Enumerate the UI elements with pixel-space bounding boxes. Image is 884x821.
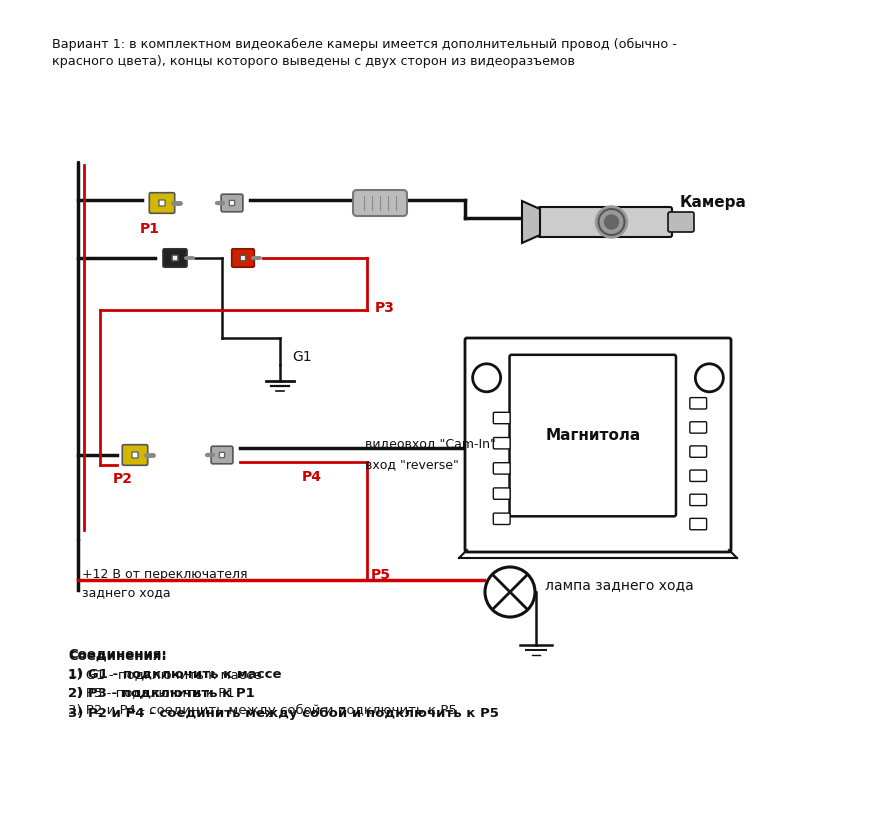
Text: 2) Р3 - подключить к Р1: 2) Р3 - подключить к Р1	[68, 686, 235, 699]
FancyBboxPatch shape	[690, 494, 706, 506]
FancyBboxPatch shape	[690, 422, 706, 433]
Text: 1) G1 - подключить к массе: 1) G1 - подключить к массе	[68, 668, 262, 681]
FancyBboxPatch shape	[493, 463, 510, 474]
Polygon shape	[522, 201, 540, 243]
FancyBboxPatch shape	[172, 255, 178, 261]
Circle shape	[596, 206, 628, 238]
Text: Вариант 1: в комплектном видеокабеле камеры имеется дополнительный провод (обычн: Вариант 1: в комплектном видеокабеле кам…	[52, 38, 677, 68]
Text: Магнитола: Магнитола	[545, 428, 640, 443]
Text: P1: P1	[140, 222, 160, 236]
FancyBboxPatch shape	[159, 200, 165, 206]
Text: +12 В от переключателя
заднего хода: +12 В от переключателя заднего хода	[82, 568, 248, 599]
FancyBboxPatch shape	[493, 513, 510, 525]
Text: видеовход "Cam-In": видеовход "Cam-In"	[365, 437, 496, 450]
Text: Соединения:
1) G1 - подключить к массе
2) Р3 - подключить к Р1
3) Р2 и Р4 - соед: Соединения: 1) G1 - подключить к массе 2…	[68, 648, 499, 719]
FancyBboxPatch shape	[219, 452, 225, 457]
Text: Соединения:: Соединения:	[68, 650, 167, 663]
FancyBboxPatch shape	[493, 438, 510, 449]
FancyBboxPatch shape	[690, 397, 706, 409]
FancyBboxPatch shape	[668, 212, 694, 232]
FancyBboxPatch shape	[353, 190, 407, 216]
FancyBboxPatch shape	[163, 249, 187, 267]
FancyBboxPatch shape	[232, 249, 255, 267]
FancyBboxPatch shape	[515, 360, 670, 511]
Text: P2: P2	[113, 472, 133, 486]
Text: 3) Р2 и Р4 - соединить между собой и подключить к Р5: 3) Р2 и Р4 - соединить между собой и под…	[68, 704, 457, 717]
Text: P5: P5	[371, 568, 391, 582]
FancyBboxPatch shape	[538, 207, 672, 237]
FancyBboxPatch shape	[493, 412, 510, 424]
FancyBboxPatch shape	[221, 195, 243, 212]
Text: Камера: Камера	[680, 195, 747, 210]
FancyBboxPatch shape	[240, 255, 246, 261]
FancyBboxPatch shape	[493, 488, 510, 499]
FancyBboxPatch shape	[509, 355, 676, 516]
FancyBboxPatch shape	[230, 200, 234, 205]
Circle shape	[605, 215, 619, 229]
Text: P3: P3	[375, 301, 395, 315]
FancyBboxPatch shape	[211, 446, 232, 464]
FancyBboxPatch shape	[690, 470, 706, 481]
FancyBboxPatch shape	[690, 446, 706, 457]
FancyBboxPatch shape	[465, 338, 731, 552]
Text: P4: P4	[302, 470, 322, 484]
FancyBboxPatch shape	[690, 518, 706, 530]
FancyBboxPatch shape	[122, 445, 148, 466]
FancyBboxPatch shape	[132, 452, 138, 458]
Text: лампа заднего хода: лампа заднего хода	[545, 578, 694, 592]
FancyBboxPatch shape	[149, 193, 175, 213]
Text: G1: G1	[292, 350, 312, 364]
Text: вход "reverse": вход "reverse"	[365, 458, 459, 471]
